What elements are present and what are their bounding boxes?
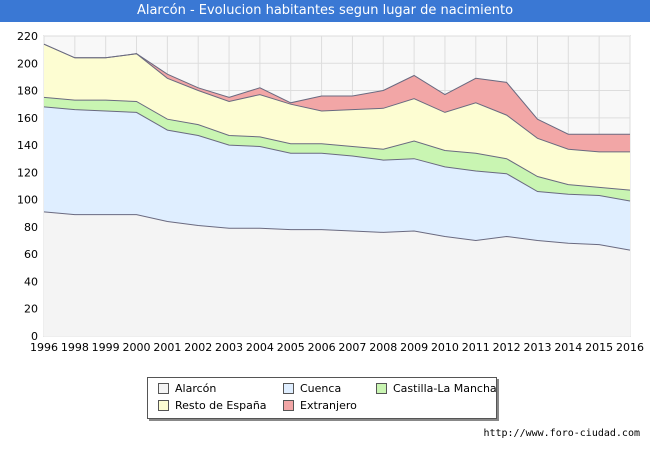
square-swatch-icon bbox=[158, 399, 169, 411]
x-tick-label: 2007 bbox=[338, 341, 366, 354]
x-tick-label: 2012 bbox=[493, 341, 521, 354]
x-tick-label: 1998 bbox=[61, 341, 89, 354]
x-axis-ticks: 1996 1998 1999 2000 2001 2002 2003 2004 2005 2006… bbox=[30, 341, 644, 354]
square-swatch-icon bbox=[283, 382, 294, 394]
y-tick-label: 120 bbox=[17, 166, 38, 179]
y-tick-label: 80 bbox=[24, 221, 38, 234]
legend-item-alarcon: Alarcón bbox=[158, 382, 216, 396]
legend-label: Extranjero bbox=[300, 399, 357, 412]
y-tick-label: 0 bbox=[31, 330, 38, 343]
x-tick-label: 2000 bbox=[123, 341, 151, 354]
y-tick-label: 140 bbox=[17, 139, 38, 152]
y-tick-label: 40 bbox=[24, 275, 38, 288]
legend-label: Alarcón bbox=[175, 382, 217, 395]
x-tick-label: 2009 bbox=[400, 341, 428, 354]
series-line-castilla-la-mancha bbox=[43, 96, 631, 191]
legend-label: Resto de España bbox=[175, 399, 267, 412]
x-tick-label: 2016 bbox=[616, 341, 644, 354]
legend-item-cuenca: Cuenca bbox=[283, 382, 341, 396]
series-line-cuenca bbox=[43, 106, 631, 202]
x-tick-label: 2001 bbox=[153, 341, 181, 354]
area-alarcon bbox=[44, 211, 630, 336]
y-tick-label: 200 bbox=[17, 57, 38, 70]
series-line-alarcon bbox=[43, 211, 631, 251]
x-tick-label: 1999 bbox=[92, 341, 120, 354]
series-lines bbox=[43, 43, 631, 251]
x-tick-label: 2004 bbox=[246, 341, 274, 354]
x-tick-label: 2006 bbox=[308, 341, 336, 354]
y-tick-label: 180 bbox=[17, 85, 38, 98]
square-swatch-icon bbox=[158, 382, 169, 394]
y-tick-label: 20 bbox=[24, 303, 38, 316]
area-cuenca bbox=[44, 106, 630, 251]
legend-item-extranjero: Extranjero bbox=[283, 399, 357, 413]
x-tick-label: 2008 bbox=[369, 341, 397, 354]
x-tick-label: 2005 bbox=[277, 341, 305, 354]
x-tick-label: 2015 bbox=[585, 341, 613, 354]
y-tick-label: 100 bbox=[17, 194, 38, 207]
legend-label: Castilla-La Mancha bbox=[393, 382, 497, 395]
series-line-resto-de-espana bbox=[43, 43, 630, 153]
x-tick-label: 2010 bbox=[431, 341, 459, 354]
legend-label: Cuenca bbox=[300, 382, 342, 395]
area-resto-de-espana bbox=[44, 44, 630, 191]
y-tick-label: 220 bbox=[17, 30, 38, 43]
legend: Alarcón Cuenca Castilla-La Mancha Resto … bbox=[147, 377, 497, 419]
y-tick-label: 160 bbox=[17, 112, 38, 125]
x-tick-label: 2003 bbox=[215, 341, 243, 354]
square-swatch-icon bbox=[376, 382, 387, 394]
legend-item-castilla-la-mancha: Castilla-La Mancha bbox=[376, 382, 497, 396]
x-tick-label: 2014 bbox=[554, 341, 582, 354]
chart-title: Alarcón - Evolucion habitantes segun lug… bbox=[0, 0, 650, 22]
y-tick-label: 60 bbox=[24, 248, 38, 261]
area-extranjero bbox=[44, 44, 630, 152]
x-tick-label: 2013 bbox=[523, 341, 551, 354]
y-axis-ticks: 0 20 40 60 80 100 120 140 160 180 200 220 bbox=[17, 30, 38, 343]
legend-item-resto-de-espana: Resto de España bbox=[158, 399, 267, 413]
x-tick-label: 2011 bbox=[462, 341, 490, 354]
x-tick-label: 2002 bbox=[184, 341, 212, 354]
source-url: http://www.foro-ciudad.com bbox=[483, 428, 640, 439]
series-line-extranjero bbox=[43, 43, 630, 135]
square-swatch-icon bbox=[283, 399, 294, 411]
x-tick-label: 1996 bbox=[30, 341, 58, 354]
